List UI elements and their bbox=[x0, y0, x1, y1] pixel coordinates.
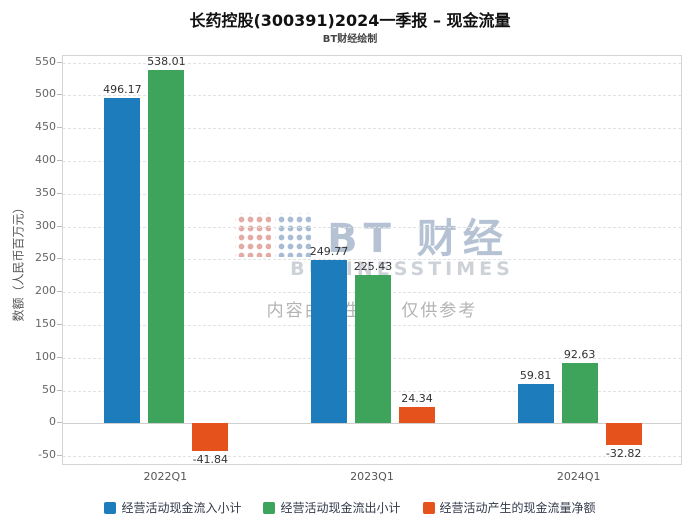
value-label: 249.77 bbox=[309, 244, 349, 258]
x-tick-label: 2023Q1 bbox=[350, 470, 394, 483]
bar[interactable] bbox=[104, 97, 141, 424]
logo-dots-red bbox=[235, 213, 272, 257]
value-label: -41.84 bbox=[192, 452, 229, 466]
y-tick-mark bbox=[57, 127, 62, 129]
y-tick-label: 550 bbox=[35, 54, 56, 68]
bar[interactable] bbox=[399, 407, 435, 424]
y-tick-mark bbox=[57, 159, 62, 161]
y-tick-mark bbox=[57, 225, 62, 227]
y-tick-label: 400 bbox=[35, 152, 56, 166]
value-label: 24.34 bbox=[401, 392, 433, 406]
gridline bbox=[63, 423, 681, 425]
y-tick-label: 500 bbox=[35, 87, 56, 101]
y-tick-label: 150 bbox=[35, 316, 56, 330]
y-tick-mark bbox=[57, 455, 62, 457]
chart-subtitle: BT财经绘制 bbox=[322, 34, 378, 45]
y-tick-mark bbox=[57, 94, 62, 96]
y-tick-mark bbox=[57, 291, 62, 293]
y-tick-label: 0 bbox=[49, 415, 56, 429]
gridline bbox=[63, 193, 681, 195]
legend-item[interactable]: 经营活动现金流出小计 bbox=[263, 499, 401, 516]
legend-label: 经营活动现金流出小计 bbox=[280, 501, 401, 515]
x-tick-label: 2022Q1 bbox=[143, 470, 188, 483]
y-tick-label: -50 bbox=[38, 448, 56, 462]
gridline bbox=[63, 128, 681, 130]
legend-item[interactable]: 经营活动现金流入小计 bbox=[104, 499, 241, 516]
y-tick-mark bbox=[57, 422, 62, 424]
legend-marker-icon bbox=[263, 501, 276, 514]
legend-label: 经营活动产生的现金流量净额 bbox=[439, 501, 596, 515]
legend-item[interactable]: 经营活动产生的现金流量净额 bbox=[422, 499, 596, 516]
y-tick-label: 200 bbox=[35, 284, 56, 298]
gridline bbox=[63, 456, 681, 458]
bar[interactable] bbox=[311, 259, 347, 424]
legend-label: 经营活动现金流入小计 bbox=[121, 501, 242, 515]
legend-marker-icon bbox=[422, 501, 435, 514]
y-tick-mark bbox=[57, 258, 62, 260]
value-label: 59.81 bbox=[519, 369, 552, 383]
y-tick-mark bbox=[57, 389, 62, 391]
gridline bbox=[63, 62, 681, 64]
bar[interactable] bbox=[605, 423, 642, 445]
watermark-row: BT 财经 bbox=[235, 206, 509, 264]
gridline bbox=[63, 95, 681, 97]
value-label: 496.17 bbox=[103, 82, 142, 96]
x-tick-label: 2024Q1 bbox=[556, 470, 601, 483]
gridline bbox=[63, 226, 681, 228]
legend-marker-icon bbox=[104, 501, 117, 514]
y-tick-label: 100 bbox=[35, 349, 56, 363]
gridline bbox=[63, 160, 681, 162]
y-tick-label: 350 bbox=[35, 185, 56, 199]
legend: 经营活动现金流入小计 经营活动现金流出小计 经营活动产生的现金流量净额 bbox=[0, 499, 700, 516]
value-label: 92.63 bbox=[563, 347, 596, 361]
value-label: -32.82 bbox=[605, 446, 642, 460]
y-tick-label: 250 bbox=[35, 251, 56, 265]
value-label: 538.01 bbox=[147, 55, 186, 69]
value-label: 225.43 bbox=[353, 260, 393, 274]
y-tick-label: 300 bbox=[35, 218, 56, 232]
plot-area: BT 财经 BUSINESSTIMES 内容由AI生成，仅供参考 496.175… bbox=[62, 55, 682, 466]
y-tick-mark bbox=[57, 356, 62, 358]
bar[interactable] bbox=[561, 362, 598, 424]
bar[interactable] bbox=[355, 275, 391, 424]
y-tick-mark bbox=[57, 61, 62, 63]
y-tick-label: 450 bbox=[35, 120, 56, 134]
y-tick-mark bbox=[57, 323, 62, 325]
y-tick-label: 50 bbox=[42, 382, 56, 396]
bar[interactable] bbox=[148, 70, 185, 424]
chart-title: 长药控股(300391)2024一季报 – 现金流量 bbox=[189, 11, 511, 30]
bar[interactable] bbox=[192, 423, 229, 451]
gridline bbox=[63, 259, 681, 261]
y-tick-mark bbox=[57, 192, 62, 194]
bar[interactable] bbox=[517, 384, 554, 424]
